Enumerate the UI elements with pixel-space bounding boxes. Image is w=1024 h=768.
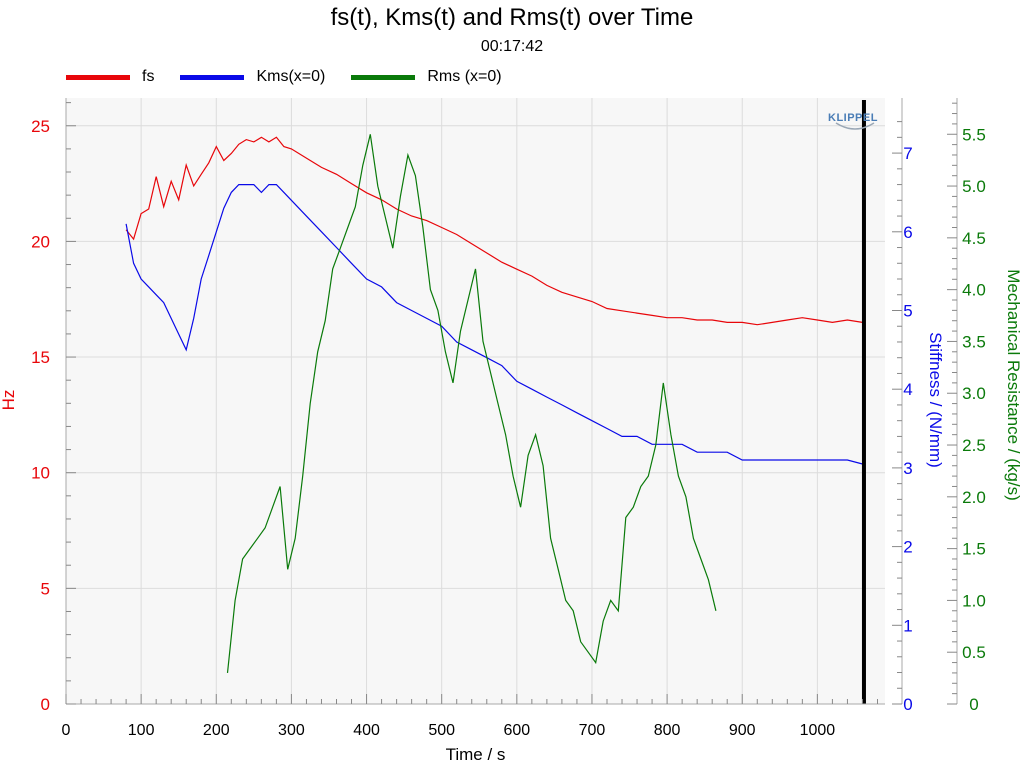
x-tick-label: 700: [579, 722, 606, 739]
series-layer: [125, 100, 866, 704]
left-axis-title: Hz: [0, 390, 18, 411]
x-tick-label: 0: [62, 722, 71, 739]
right1-tick-label: 6: [903, 223, 912, 242]
x-tick-label: 1000: [800, 722, 836, 739]
legend-item-kms[interactable]: Kms(x=0): [180, 68, 325, 86]
left-tick-label: 15: [31, 348, 50, 367]
x-tick-label: 200: [203, 722, 230, 739]
x-tick-label: 500: [428, 722, 455, 739]
right2-tick-label: 2.0: [962, 488, 986, 507]
legend-swatch-kms: [180, 74, 245, 80]
legend-label-fs: fs: [142, 68, 155, 85]
right2-tick-label: 3.0: [962, 384, 986, 403]
right2-tick-label: 3.5: [962, 332, 986, 351]
legend-label-rms: Rms (x=0): [427, 68, 502, 85]
grid-lines: [65, 98, 885, 705]
left-tick-label: 20: [31, 232, 50, 251]
right1-tick-label: 4: [903, 380, 912, 399]
right2-tick-label: 5.5: [962, 125, 986, 144]
legend-item-fs[interactable]: fs: [66, 68, 154, 86]
right2-axis-title: Mechanical Resistance / (kg/s): [1004, 269, 1023, 500]
right2-tick-label: 1.0: [962, 591, 986, 610]
right1-tick-label: 3: [903, 459, 912, 478]
right2-tick-label: 4.0: [962, 281, 986, 300]
right2-tick-label: 1.5: [962, 540, 986, 559]
x-tick-label: 900: [729, 722, 756, 739]
right2-tick-label: 0: [969, 695, 978, 714]
right2-tick-label: 0.5: [962, 643, 986, 662]
chart-subtitle: 00:17:42: [480, 38, 544, 55]
x-tick-label: 800: [654, 722, 681, 739]
right1-tick-label: 1: [903, 616, 912, 635]
right1-tick-label: 0: [903, 695, 912, 714]
right2-tick-label: 2.5: [962, 436, 986, 455]
right1-tick-label: 7: [903, 144, 912, 163]
series-line-2: [226, 134, 717, 673]
x-axis-title: Time / s: [446, 745, 506, 764]
chart-title: fs(t), Kms(t) and Rms(t) over Time: [330, 4, 694, 31]
series-line-0: [125, 136, 863, 326]
x-tick-label: 100: [128, 722, 155, 739]
left-tick-label: 10: [31, 464, 50, 483]
legend: fs Kms(x=0) Rms (x=0): [66, 66, 528, 88]
klippel-logo: KLIPPEL: [828, 112, 878, 130]
right1-axis-title: Stiffness / (N/mm): [926, 332, 945, 468]
legend-item-rms[interactable]: Rms (x=0): [351, 68, 502, 86]
legend-swatch-fs: [66, 74, 130, 80]
legend-swatch-rms: [351, 74, 416, 80]
plot-background: [66, 98, 885, 704]
left-tick-label: 5: [41, 579, 50, 598]
right1-tick-label: 2: [903, 538, 912, 557]
right2-tick-label: 5.0: [962, 177, 986, 196]
x-tick-label: 400: [353, 722, 380, 739]
legend-label-kms: Kms(x=0): [256, 68, 326, 85]
logo-text: KLIPPEL: [828, 112, 878, 124]
series-line-1: [125, 184, 863, 465]
right1-tick-label: 5: [903, 301, 912, 320]
left-tick-label: 0: [41, 695, 50, 714]
x-tick-label: 600: [503, 722, 530, 739]
plot-area: [66, 98, 885, 704]
x-tick-label: 300: [278, 722, 305, 739]
right2-tick-label: 4.5: [962, 229, 986, 248]
left-tick-label: 25: [31, 117, 50, 136]
